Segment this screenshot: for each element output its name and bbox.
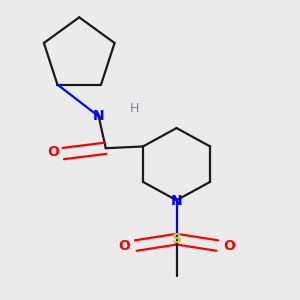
- Text: N: N: [171, 194, 182, 208]
- Text: O: O: [47, 146, 58, 160]
- Text: N: N: [93, 110, 104, 123]
- Text: O: O: [118, 238, 130, 253]
- Text: O: O: [223, 238, 235, 253]
- Text: H: H: [129, 102, 139, 115]
- Text: S: S: [172, 232, 182, 246]
